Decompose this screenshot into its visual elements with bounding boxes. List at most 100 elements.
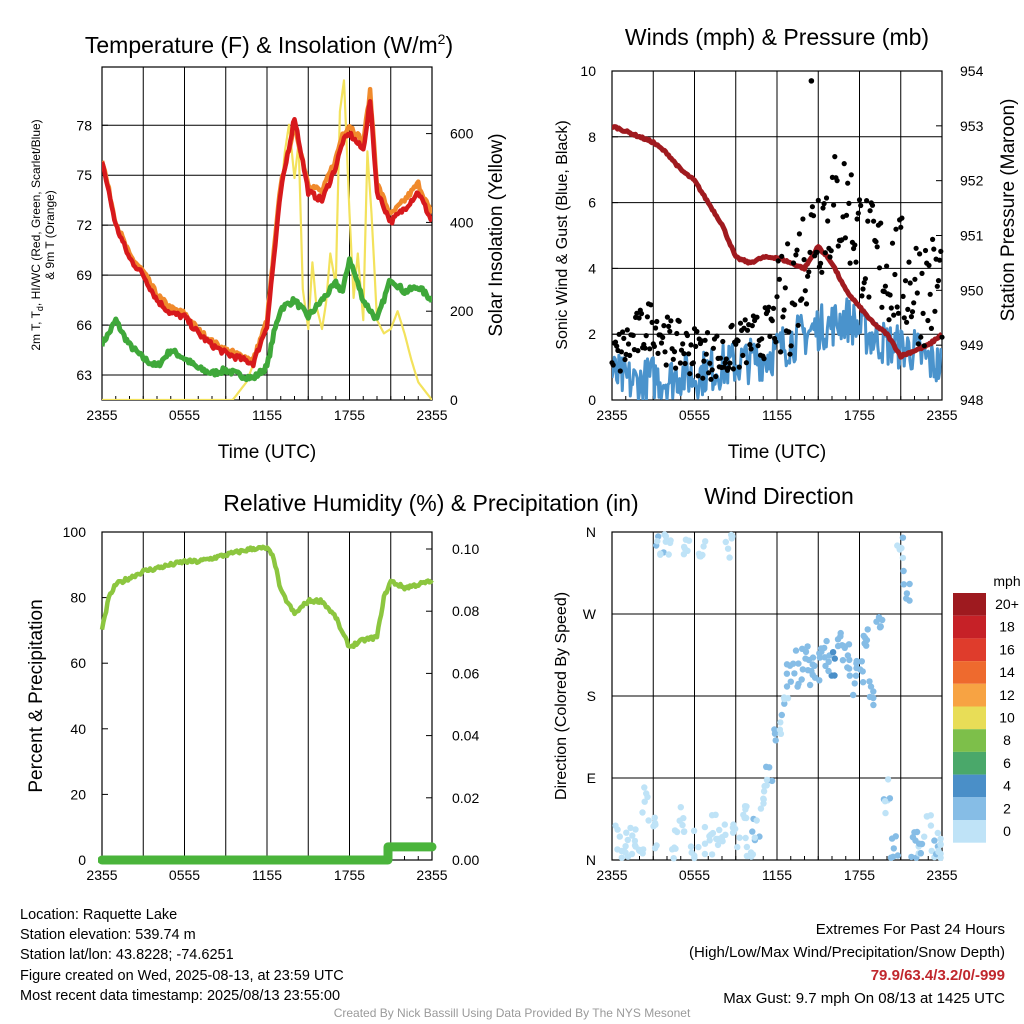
gust-point xyxy=(859,293,865,299)
direction-point xyxy=(730,821,737,828)
direction-point xyxy=(927,822,935,829)
gust-point xyxy=(827,254,833,260)
gust-point xyxy=(831,202,837,208)
gust-point xyxy=(612,339,619,345)
gust-point xyxy=(754,314,760,320)
gust-point xyxy=(898,224,904,230)
direction-point xyxy=(831,655,838,662)
station-info: Location: Raquette Lake Station elevatio… xyxy=(20,905,344,1006)
gust-point xyxy=(765,308,771,314)
gust-point xyxy=(913,245,919,251)
series-td xyxy=(102,256,432,383)
y-tick-label: S xyxy=(587,688,596,704)
direction-point xyxy=(890,845,897,852)
direction-point xyxy=(722,538,729,546)
gust-point xyxy=(801,257,807,263)
gust-point xyxy=(893,226,899,232)
gust-point xyxy=(884,263,890,269)
colorbar-label: 14 xyxy=(999,664,1015,680)
direction-point xyxy=(665,551,672,558)
x-tick-label: 1155 xyxy=(762,867,792,883)
gust-point xyxy=(806,269,812,275)
direction-point xyxy=(777,719,784,726)
direction-point xyxy=(763,776,771,784)
series-precipitation xyxy=(98,842,437,865)
direction-point xyxy=(863,636,871,644)
series-2m-t xyxy=(102,99,432,369)
gust-point xyxy=(655,350,661,356)
direction-point xyxy=(654,538,661,545)
gust-point xyxy=(842,235,849,241)
direction-point xyxy=(917,850,924,857)
gust-point xyxy=(721,364,727,370)
gust-point xyxy=(832,154,838,160)
direction-point xyxy=(911,829,918,836)
gust-point xyxy=(935,278,942,284)
colorbar-swatch xyxy=(953,638,986,662)
y-tick-label: 69 xyxy=(76,267,92,283)
direction-point xyxy=(734,843,741,851)
temperature-title-main: Temperature (F) & Insolation (W/m xyxy=(85,32,438,58)
y-tick-label: E xyxy=(587,770,596,786)
gust-point xyxy=(622,356,628,363)
colorbar-label: 8 xyxy=(1003,732,1011,748)
gust-point xyxy=(889,240,896,246)
winds-xlabel: Time (UTC) xyxy=(728,442,827,463)
gust-point xyxy=(714,333,720,339)
gust-point xyxy=(874,244,880,250)
figure-created: Figure created on Wed, 2025-08-13, at 23… xyxy=(20,967,344,984)
gust-point xyxy=(905,306,911,312)
temperature-ylabel-right: Solar Insolation (Yellow) xyxy=(486,133,507,336)
gust-point xyxy=(919,270,925,276)
gust-point xyxy=(860,286,866,292)
direction-point xyxy=(781,700,788,707)
station-latlon: Station lat/lon: 43.8228; -74.6251 xyxy=(20,947,234,964)
direction-point xyxy=(708,812,716,819)
direction-point xyxy=(851,680,858,687)
temperature-title-sup: 2 xyxy=(438,31,446,47)
direction-point xyxy=(729,533,736,540)
latest-timestamp: Most recent data timestamp: 2025/08/13 2… xyxy=(20,987,341,1004)
gust-point xyxy=(876,265,883,271)
gust-point xyxy=(743,360,750,366)
direction-point xyxy=(701,850,709,858)
gust-point xyxy=(882,283,889,289)
direction-point xyxy=(643,790,650,797)
x-tick-label: 1755 xyxy=(334,867,365,883)
gust-point xyxy=(843,212,850,218)
gust-point xyxy=(634,310,640,316)
y2-tick-label: 0.00 xyxy=(452,852,479,868)
gust-point xyxy=(667,328,673,334)
gust-point xyxy=(785,241,791,247)
gust-point xyxy=(700,375,706,381)
y-tick-label: N xyxy=(586,524,596,540)
max-gust-point xyxy=(808,78,815,84)
gust-point xyxy=(869,202,876,208)
temperature-title-end: ) xyxy=(445,32,453,58)
winds-title: Winds (mph) & Pressure (mb) xyxy=(625,24,929,50)
ylabel-part: , HI/WC (Red, Green, Scarlet/Blue) xyxy=(29,119,43,306)
gust-point xyxy=(661,323,667,329)
y2-tick-label: 0.06 xyxy=(452,665,479,681)
gust-point xyxy=(737,320,744,326)
gust-point xyxy=(886,317,892,323)
y-tick-label: 8 xyxy=(588,129,596,145)
direction-point xyxy=(729,829,737,836)
gust-point xyxy=(786,329,792,335)
colorbar-label: 0 xyxy=(1003,823,1011,839)
gust-point xyxy=(909,309,916,315)
gust-point xyxy=(803,301,810,307)
direction-point xyxy=(701,840,709,847)
gust-point xyxy=(618,349,625,355)
gust-point xyxy=(920,310,926,316)
gust-point xyxy=(815,197,821,203)
direction-point xyxy=(908,853,915,861)
direction-point xyxy=(776,726,784,733)
gust-point xyxy=(861,280,867,286)
direction-point xyxy=(783,661,791,668)
colorbar-unit: mph xyxy=(993,573,1020,589)
gust-point xyxy=(740,352,746,358)
gust-point xyxy=(701,358,707,364)
direction-point xyxy=(719,838,726,845)
